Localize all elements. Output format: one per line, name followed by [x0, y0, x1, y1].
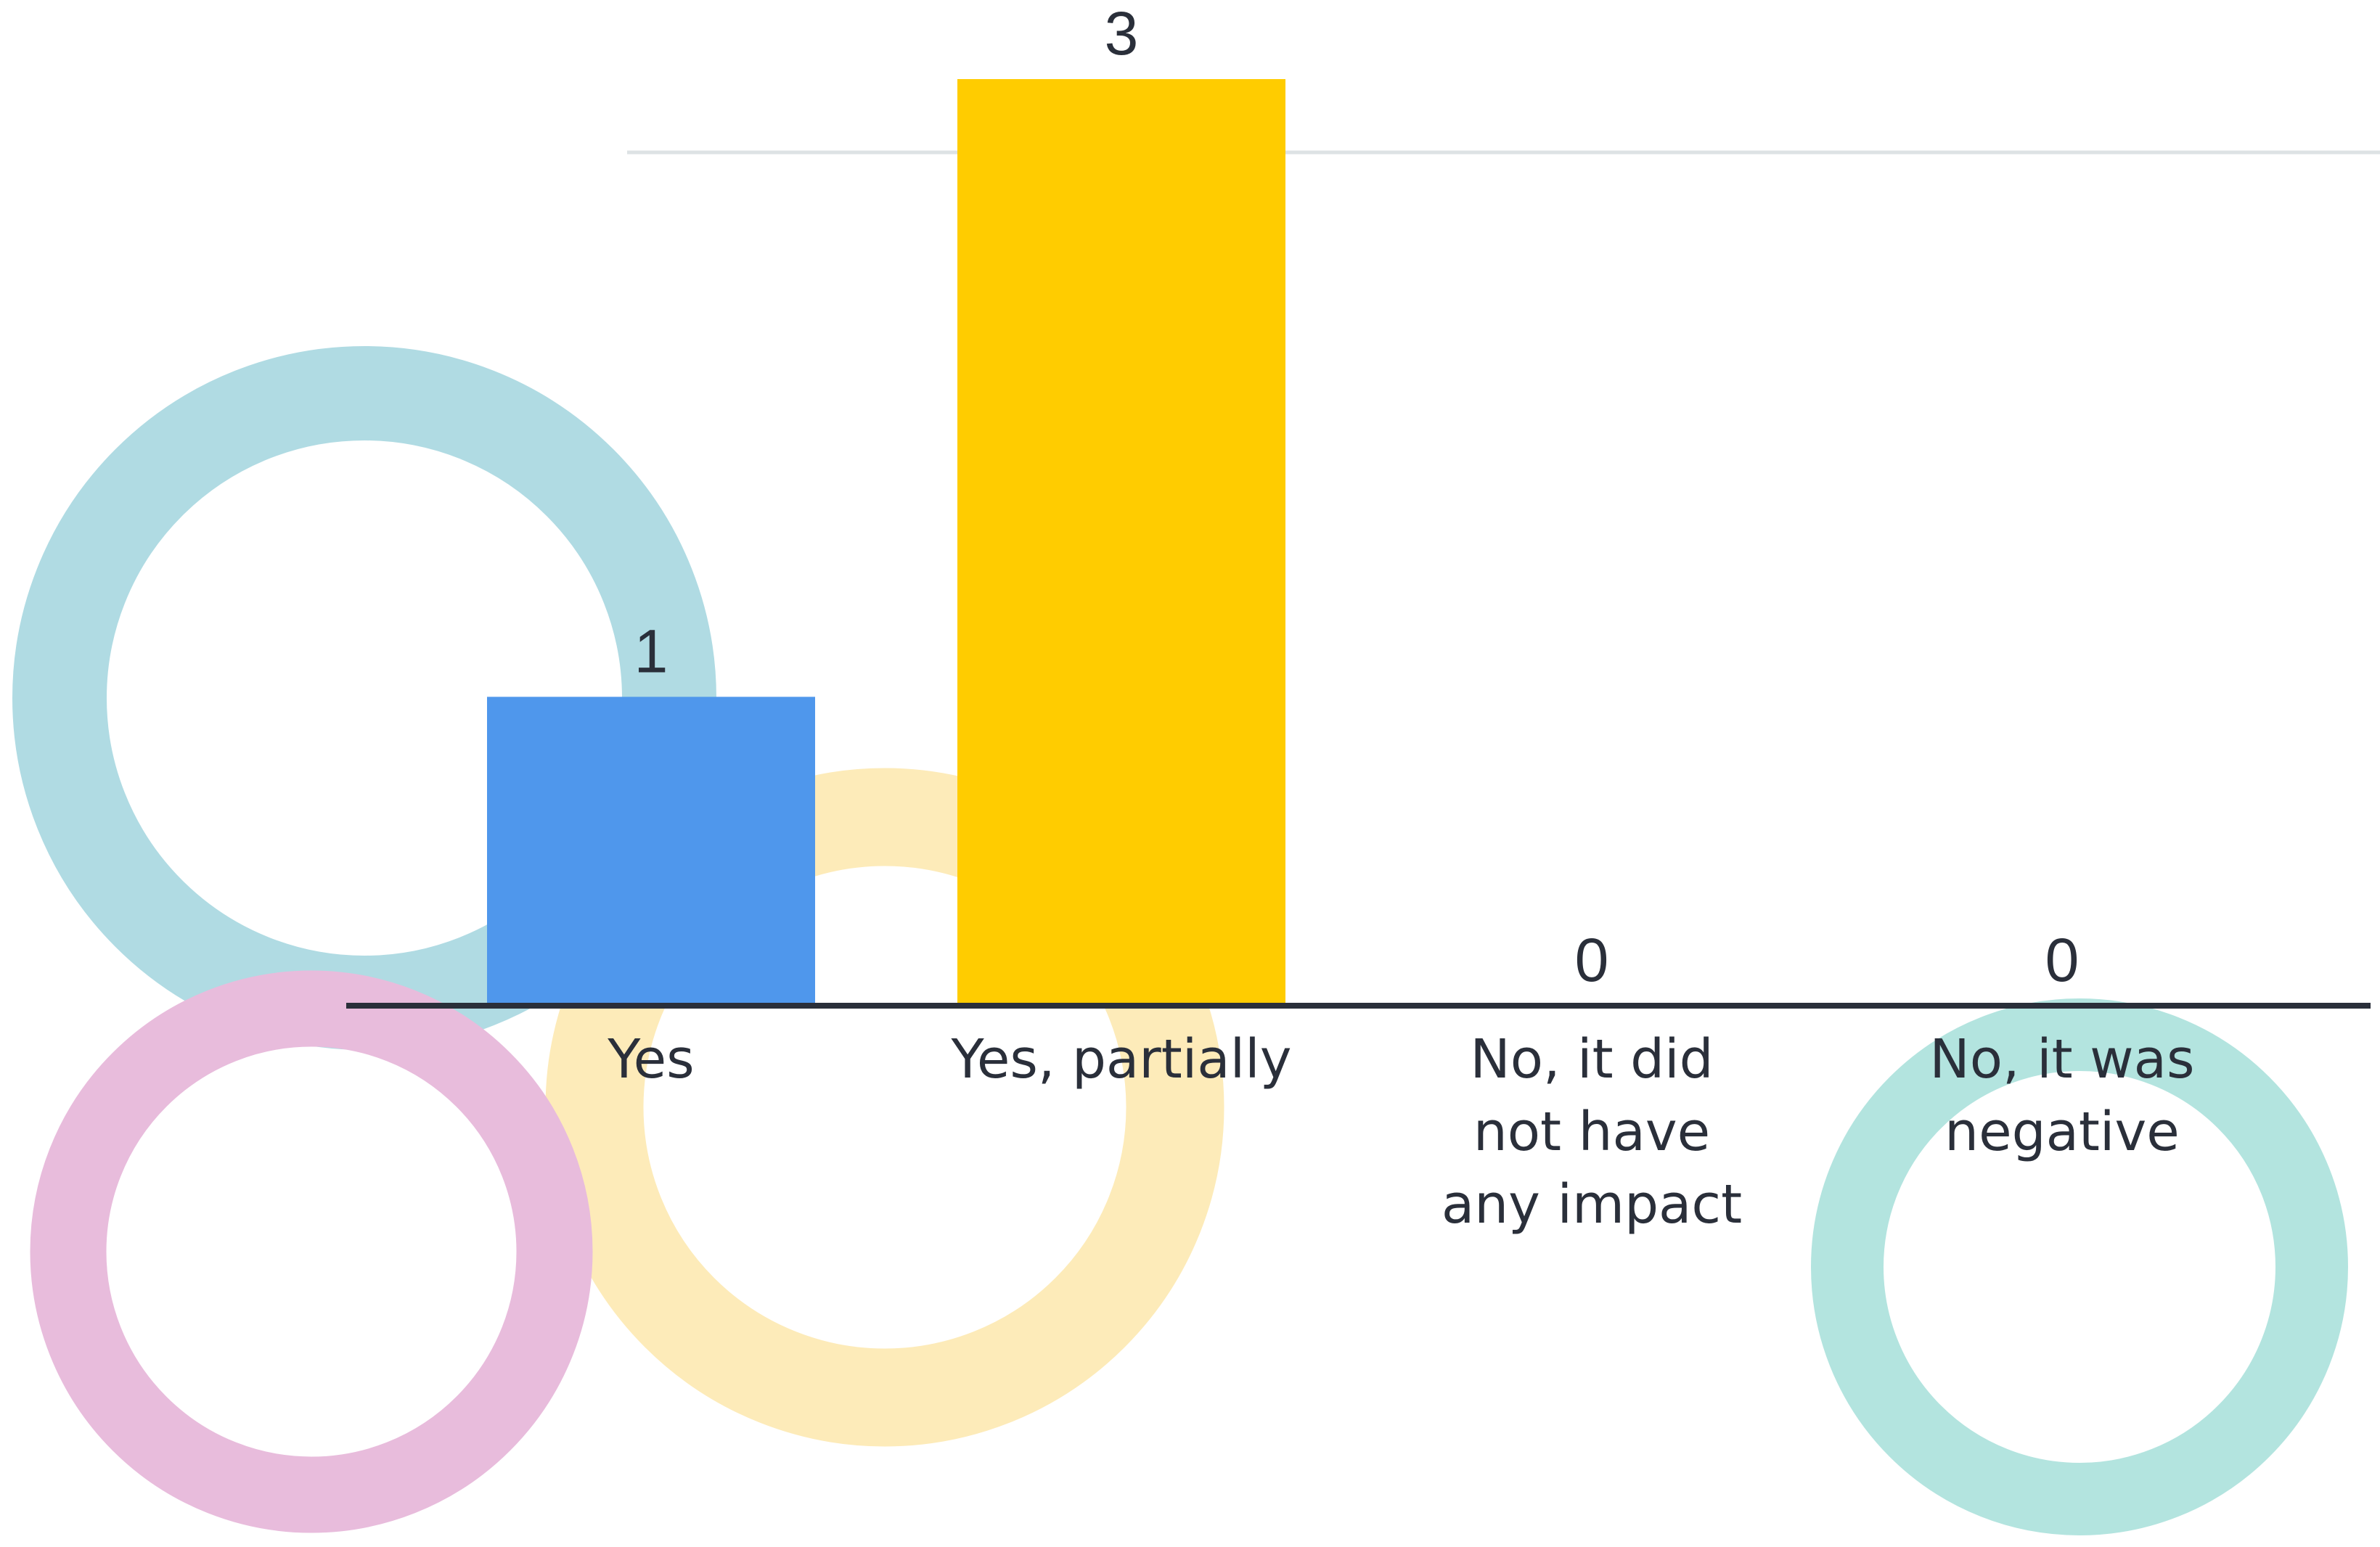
- ring: [30, 970, 593, 1533]
- value-label: 1: [634, 617, 668, 685]
- x-tick-label: Yes: [608, 1028, 695, 1091]
- x-tick-label: No, it did not have any impact: [1441, 1028, 1743, 1236]
- ring: [545, 768, 1224, 1447]
- value-label: 0: [1575, 926, 1609, 994]
- bar: [957, 79, 1285, 1006]
- value-label: 3: [1105, 0, 1139, 67]
- value-label: 0: [2045, 926, 2080, 994]
- x-tick-label: No, it was negative: [1929, 1028, 2195, 1163]
- ring: [1811, 998, 2348, 1535]
- x-tick-label: Yes, partially: [951, 1028, 1292, 1091]
- bar: [487, 697, 815, 1006]
